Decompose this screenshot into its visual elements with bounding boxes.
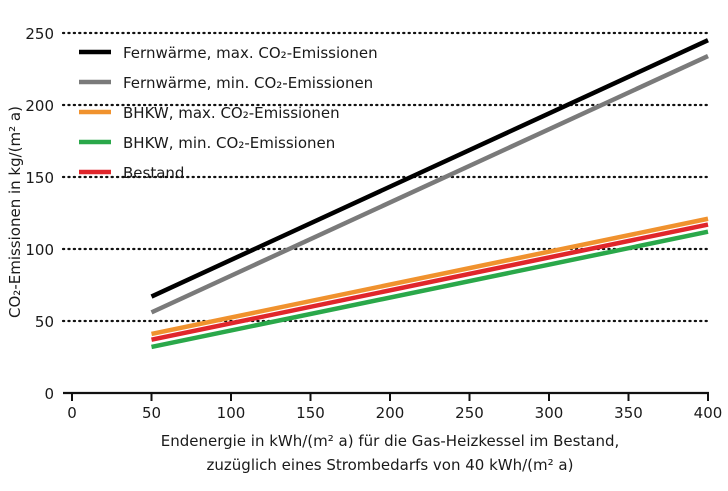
legend: Fernwärme, max. CO₂-Emissionen Fernwärme,… bbox=[79, 44, 378, 182]
x-tick-label: 50 bbox=[142, 404, 161, 422]
y-tick-label: 150 bbox=[25, 169, 54, 187]
gridlines bbox=[61, 31, 710, 323]
y-axis-label: CO₂-Emissionen in kg/(m² a) bbox=[6, 106, 24, 318]
x-axis-label-line2: zuzüglich eines Strombedarfs von 40 kWh/… bbox=[207, 456, 574, 474]
x-axis-label-line1: Endenergie in kWh/(m² a) für die Gas-Hei… bbox=[161, 432, 620, 450]
series-line bbox=[150, 53, 709, 315]
y-tick-label: 0 bbox=[44, 385, 54, 403]
y-tick-label: 100 bbox=[25, 241, 54, 259]
y-tick-label: 50 bbox=[35, 313, 54, 331]
y-tick-label: 250 bbox=[25, 25, 54, 43]
legend-label: BHKW, max. CO₂-Emissionen bbox=[123, 104, 340, 122]
legend-label: Bestand bbox=[123, 164, 184, 182]
series-line bbox=[150, 38, 709, 299]
x-tick-label: 150 bbox=[296, 404, 325, 422]
x-tick-label: 200 bbox=[376, 404, 405, 422]
x-tick-label: 100 bbox=[217, 404, 246, 422]
axes: 0 50 100 150 200 250 0 50 100 150 200 250 300 350 400 bbox=[25, 25, 722, 422]
legend-label: BHKW, min. CO₂-Emissionen bbox=[123, 134, 335, 152]
x-tick-label: 250 bbox=[455, 404, 484, 422]
series-line bbox=[151, 222, 709, 342]
series-lines bbox=[150, 38, 709, 350]
y-tick-label: 200 bbox=[25, 97, 54, 115]
x-tick-label: 300 bbox=[535, 404, 564, 422]
legend-label: Fernwärme, max. CO₂-Emissionen bbox=[123, 44, 378, 62]
x-tick-label: 350 bbox=[614, 404, 643, 422]
series-line bbox=[151, 229, 709, 350]
x-tick-label: 400 bbox=[694, 404, 723, 422]
series-line bbox=[151, 216, 709, 337]
legend-label: Fernwärme, min. CO₂-Emissionen bbox=[123, 74, 373, 92]
x-tick-label: 0 bbox=[67, 404, 77, 422]
